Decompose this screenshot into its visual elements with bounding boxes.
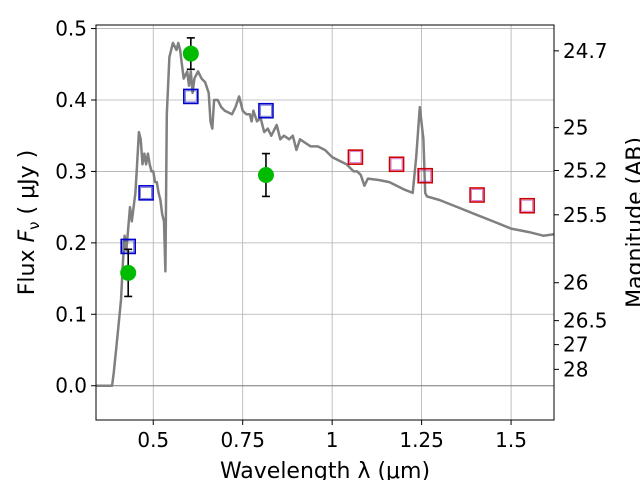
y-axis-title: Flux Fν ( μJy ) [15,150,43,295]
model-photometry-square [347,149,364,165]
right-tick-label: 25.2 [563,159,608,183]
model-photometry-square-inner [349,151,362,164]
model-photometry-square [469,187,485,203]
right-tick-label: 25 [563,116,588,140]
right-tick-label: 28 [563,357,588,381]
y-tick-label: 0.4 [55,88,87,112]
observed-photometry-points [120,37,274,298]
model-photometry-square-inner [521,199,534,212]
model-spectrum-line [96,41,555,387]
model-photometry-square [417,167,433,184]
x-tick-label: 1.25 [399,428,444,452]
x-axis-ticks: 0.5 0.75 1 1.25 1.5 [137,420,527,452]
y-axis-title-subscript: ν [25,221,43,229]
model-photometry-square-inner [260,104,272,117]
right-tick-label: 26.5 [563,309,608,333]
model-photometry-square [519,197,535,214]
model-photometry-square-inner [390,158,403,171]
model-photometry-square [138,185,154,201]
y-axis-title-suffix: ( μJy ) [15,150,40,222]
observed-flux-point [182,45,199,62]
model-photometry-square-inner [419,169,432,182]
observed-flux-point [120,264,137,281]
x-tick-label: 1.5 [495,428,527,452]
model-photometry-square [388,156,405,173]
y-tick-label: 0.1 [55,302,87,326]
x-tick-label: 0.75 [220,428,265,452]
right-tick-label: 24.7 [563,39,608,63]
y-tick-label: 0.0 [55,374,87,398]
y-axis-ticks: 0.0 0.1 0.2 0.3 0.4 0.5 [55,17,96,398]
model-photometry-points [120,88,535,255]
model-photometry-square-inner [140,186,152,199]
x-axis-title: Wavelength λ (μm) [220,459,430,480]
right-tick-label: 25.5 [563,203,608,227]
y-tick-label: 0.2 [55,231,87,255]
model-photometry-square-inner [184,90,197,103]
y-tick-label: 0.3 [55,159,87,183]
model-photometry-square [183,88,199,105]
right-axis-title: Magnitude (AB) [623,137,640,308]
y-axis-title-prefix: Flux [15,242,40,295]
observed-flux-point [257,167,274,183]
right-tick-label: 26 [563,271,588,295]
y-axis-title-symbol: F [15,229,40,242]
x-tick-label: 0.5 [137,428,169,452]
model-photometry-square [258,102,274,119]
plot-frame [95,24,555,421]
model-photometry-square-inner [471,189,483,201]
y-tick-label: 0.5 [55,17,87,41]
right-tick-label: 27 [563,333,588,357]
model-spectrum [96,41,555,387]
x-tick-label: 1 [326,428,339,452]
